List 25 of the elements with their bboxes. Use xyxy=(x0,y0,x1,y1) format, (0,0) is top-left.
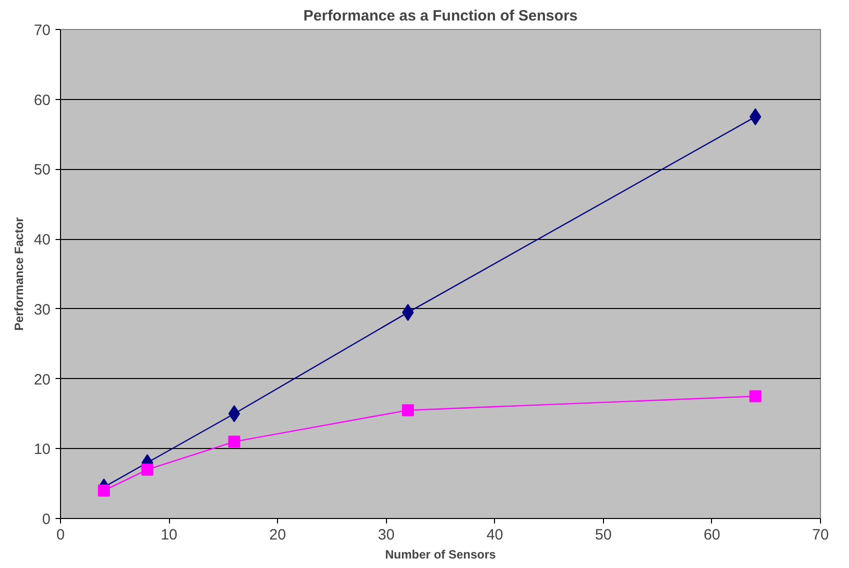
x-tick-label: 0 xyxy=(56,526,65,544)
x-axis-title: Number of Sensors xyxy=(385,548,496,562)
x-tick-label: 10 xyxy=(160,526,178,544)
point xyxy=(402,404,414,416)
x-tick-label: 60 xyxy=(704,526,720,544)
y-tick-label: 0 xyxy=(42,511,50,528)
y-tick-label: 60 xyxy=(34,92,51,109)
x-tick-label: 20 xyxy=(269,526,286,544)
y-tick-label: 20 xyxy=(34,371,51,388)
y-tick-label: 50 xyxy=(34,162,51,179)
x-tick-label: 50 xyxy=(595,526,612,544)
y-tick-label: 30 xyxy=(34,301,51,318)
y-tick-label: 40 xyxy=(34,232,51,249)
y-tick-label: 70 xyxy=(34,22,51,39)
point xyxy=(228,436,240,448)
point xyxy=(98,484,110,497)
x-tick-label: 70 xyxy=(812,526,829,544)
x-tick-label: 30 xyxy=(378,526,395,544)
y-axis-title: Performance Factor xyxy=(12,216,26,331)
y-tick-label: 10 xyxy=(34,441,51,458)
chart-title: Performance as a Function of Sensors xyxy=(303,8,578,24)
point xyxy=(228,405,240,422)
point xyxy=(749,390,762,402)
x-tick-label: 40 xyxy=(486,526,504,544)
point xyxy=(141,464,154,476)
